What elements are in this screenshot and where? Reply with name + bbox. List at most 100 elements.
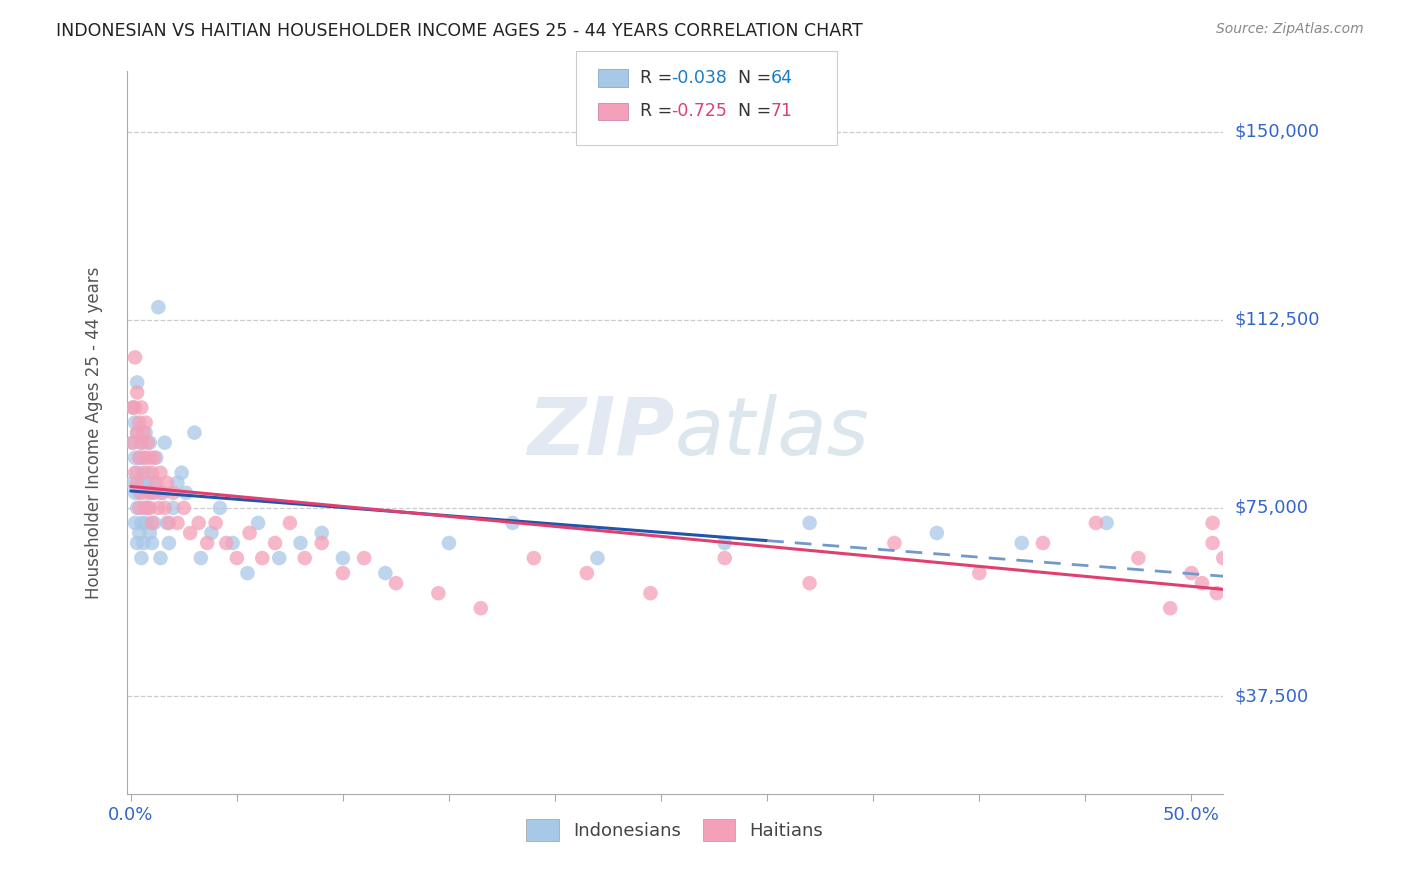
Point	[122, 401, 145, 415]
Point	[127, 425, 149, 440]
Point	[385, 576, 408, 591]
Point	[131, 435, 153, 450]
Point	[1032, 536, 1054, 550]
Point	[174, 485, 197, 500]
Point	[132, 466, 155, 480]
Point	[225, 551, 247, 566]
Point	[152, 485, 174, 500]
Point	[124, 485, 146, 500]
Text: -0.725: -0.725	[671, 103, 727, 120]
Point	[127, 385, 149, 400]
Point	[204, 516, 226, 530]
Point	[135, 416, 157, 430]
Point	[157, 536, 180, 550]
Point	[124, 401, 146, 415]
Point	[127, 376, 149, 390]
Point	[148, 500, 170, 515]
Text: 71: 71	[770, 103, 793, 120]
Point	[135, 450, 157, 465]
Point	[143, 450, 166, 465]
Point	[332, 566, 354, 580]
Point	[200, 525, 222, 540]
Legend: Indonesians, Haitians: Indonesians, Haitians	[517, 810, 832, 850]
Text: N =: N =	[738, 103, 778, 120]
Point	[128, 416, 150, 430]
Point	[1011, 536, 1033, 550]
Point	[148, 300, 170, 314]
Point	[135, 475, 157, 490]
Text: R =: R =	[640, 103, 678, 120]
Point	[278, 516, 301, 530]
Point	[143, 475, 166, 490]
Point	[1205, 586, 1227, 600]
Point	[127, 475, 149, 490]
Point	[143, 485, 166, 500]
Point	[132, 450, 155, 465]
Point	[136, 485, 159, 500]
Point	[141, 536, 163, 550]
Point	[124, 450, 146, 465]
Point	[124, 466, 146, 480]
Point	[145, 450, 167, 465]
Point	[1084, 516, 1107, 530]
Point	[128, 450, 150, 465]
Text: ZIP: ZIP	[527, 393, 675, 472]
Point	[139, 435, 162, 450]
Point	[221, 536, 243, 550]
Text: atlas: atlas	[675, 393, 870, 472]
Point	[162, 500, 184, 515]
Text: $75,000: $75,000	[1234, 499, 1309, 516]
Point	[252, 551, 274, 566]
Point	[124, 416, 146, 430]
Text: Source: ZipAtlas.com: Source: ZipAtlas.com	[1216, 22, 1364, 37]
Text: $37,500: $37,500	[1234, 687, 1309, 705]
Point	[127, 425, 149, 440]
Point	[139, 525, 162, 540]
Point	[799, 576, 821, 591]
Point	[156, 516, 179, 530]
Point	[195, 536, 218, 550]
Point	[353, 551, 375, 566]
Point	[136, 466, 159, 480]
Text: INDONESIAN VS HAITIAN HOUSEHOLDER INCOME AGES 25 - 44 YEARS CORRELATION CHART: INDONESIAN VS HAITIAN HOUSEHOLDER INCOME…	[56, 22, 863, 40]
Point	[127, 500, 149, 515]
Point	[374, 566, 396, 580]
Point	[132, 500, 155, 515]
Point	[437, 536, 460, 550]
Point	[208, 500, 231, 515]
Point	[128, 485, 150, 500]
Point	[149, 551, 172, 566]
Point	[247, 516, 270, 530]
Point	[128, 525, 150, 540]
Point	[139, 500, 162, 515]
Point	[179, 525, 201, 540]
Point	[122, 401, 145, 415]
Point	[132, 536, 155, 550]
Point	[166, 475, 188, 490]
Y-axis label: Householder Income Ages 25 - 44 years: Householder Income Ages 25 - 44 years	[84, 267, 103, 599]
Point	[136, 435, 159, 450]
Point	[1159, 601, 1181, 615]
Point	[139, 450, 162, 465]
Point	[190, 551, 212, 566]
Point	[311, 536, 333, 550]
Point	[187, 516, 209, 530]
Point	[131, 485, 153, 500]
Point	[1095, 516, 1118, 530]
Point	[427, 586, 450, 600]
Point	[967, 566, 990, 580]
Point	[173, 500, 195, 515]
Text: R =: R =	[640, 69, 678, 87]
Point	[128, 500, 150, 515]
Point	[523, 551, 546, 566]
Point	[1212, 551, 1234, 566]
Point	[925, 525, 948, 540]
Point	[128, 450, 150, 465]
Point	[131, 401, 153, 415]
Point	[135, 425, 157, 440]
Text: -0.038: -0.038	[671, 69, 727, 87]
Point	[713, 551, 735, 566]
Point	[149, 466, 172, 480]
Point	[127, 466, 149, 480]
Point	[122, 435, 145, 450]
